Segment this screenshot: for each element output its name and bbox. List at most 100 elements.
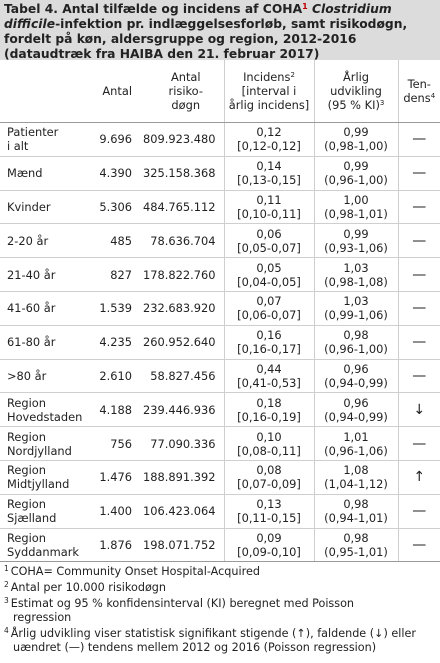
title-italic: Clostridium difficile <box>4 2 392 31</box>
trend-icon: — <box>412 198 427 215</box>
table-row: 41-60 år 1.539 232.683.920 0,07 [0,06-0,07] 1… <box>0 291 440 326</box>
footnote: 2 Antal per 10.000 risikodøgn <box>4 580 166 595</box>
trend-icon: — <box>412 334 427 351</box>
trend-icon: — <box>412 165 427 182</box>
cell-risikodogn: 484.765.112 <box>132 190 224 225</box>
cell-tendens: — <box>397 257 440 292</box>
table-row: Region Syddanmark 1.876 198.071.752 0,09 [0,0… <box>0 528 440 563</box>
footnote: 4 Årlig udvikling viser statistisk signif… <box>4 626 416 655</box>
cell-tendens: — <box>397 494 440 529</box>
table-row: >80 år 2.610 58.827.456 0,44 [0,41-0,53] 0,96… <box>0 359 440 394</box>
trend-icon: — <box>412 503 427 520</box>
cell-tendens: — <box>397 291 440 326</box>
cell-incidens: 0,09 [0,09-0,10] <box>223 528 314 563</box>
cell-antal: 5.306 <box>88 190 132 225</box>
cell-tendens: — <box>397 426 440 461</box>
cell-risikodogn: 106.423.064 <box>132 494 224 529</box>
header-tendens: Ten-dens4 <box>397 60 440 123</box>
row-label: Kvinder <box>0 190 88 225</box>
cell-tendens: — <box>397 528 440 563</box>
cell-udvikling: 0,99 (0,93-1,06) <box>313 223 398 259</box>
cell-antal: 756 <box>88 426 132 461</box>
footnote: 3 Estimat og 95 % konfidensinterval (KI) … <box>4 596 355 625</box>
trend-icon: — <box>412 131 427 148</box>
cell-udvikling: 0,96 (0,94-0,99) <box>313 359 398 394</box>
cell-incidens: 0,08 [0,07-0,09] <box>223 460 314 495</box>
cell-udvikling: 1,08 (1,04-1,12) <box>313 460 398 495</box>
row-label: 61-80 år <box>0 325 88 360</box>
trend-icon: ↑ <box>413 469 426 486</box>
row-label: >80 år <box>0 359 88 394</box>
title-footnote-ref: 1 <box>302 2 308 11</box>
cell-antal: 4.390 <box>88 156 132 191</box>
cell-risikodogn: 260.952.640 <box>132 325 224 360</box>
cell-incidens: 0,14 [0,13-0,15] <box>223 156 314 191</box>
trend-icon: — <box>412 435 427 452</box>
title-rest: -infektion pr. indlæggelsesforløb, samt … <box>4 17 408 61</box>
cell-incidens: 0,16 [0,16-0,17] <box>223 325 314 360</box>
cell-risikodogn: 325.158.368 <box>132 156 224 191</box>
trend-icon: — <box>412 232 427 249</box>
cell-tendens: — <box>397 156 440 191</box>
cell-antal: 4.188 <box>88 392 132 428</box>
cell-antal: 1.476 <box>88 460 132 495</box>
cell-udvikling: 0,98 (0,95-1,01) <box>313 528 398 563</box>
row-label: Region Hovedstaden <box>0 392 88 428</box>
table-row: Region Hovedstaden 4.188 239.446.936 0,18 [0,… <box>0 392 440 428</box>
row-label: 41-60 år <box>0 291 88 326</box>
footnote: 1 COHA= Community Onset Hospital-Acquired <box>4 564 260 579</box>
cell-udvikling: 1,03 (0,98-1,08) <box>313 257 398 292</box>
cell-tendens: — <box>397 223 440 259</box>
cell-tendens: — <box>397 325 440 360</box>
row-label: 2-20 år <box>0 223 88 259</box>
row-label: Region Nordjylland <box>0 426 88 461</box>
cell-tendens: — <box>397 190 440 225</box>
cell-risikodogn: 232.683.920 <box>132 291 224 326</box>
cell-risikodogn: 188.891.392 <box>132 460 224 495</box>
table-row: Region Sjælland 1.400 106.423.064 0,13 [0,11-… <box>0 494 440 529</box>
cell-tendens: — <box>397 359 440 394</box>
table-row: Patienter i alt 9.696 809.923.480 0,12 [0,12-… <box>0 122 440 157</box>
cell-antal: 4.235 <box>88 325 132 360</box>
trend-icon: ↓ <box>413 401 426 418</box>
cell-udvikling: 0,96 (0,94-0,99) <box>313 392 398 428</box>
cell-udvikling: 0,99 (0,98-1,00) <box>313 122 398 157</box>
table-row: Region Midtjylland 1.476 188.891.392 0,08 [0,… <box>0 460 440 495</box>
trend-icon: — <box>412 367 427 384</box>
cell-risikodogn: 198.071.752 <box>132 528 224 563</box>
row-label: Mænd <box>0 156 88 191</box>
title-prefix: Tabel 4. Antal tilfælde og incidens af C… <box>4 2 303 16</box>
cell-risikodogn: 178.822.760 <box>132 257 224 292</box>
cell-incidens: 0,12 [0,12-0,12] <box>223 122 314 157</box>
header-incidens: Incidens2 [interval i årlig incidens] <box>223 60 314 123</box>
row-label: Region Midtjylland <box>0 460 88 495</box>
header-antal: Antal <box>88 60 132 123</box>
header-label <box>0 60 88 123</box>
footnotes: 1 COHA= Community Onset Hospital-Acquired… <box>0 562 440 655</box>
table-row: Kvinder 5.306 484.765.112 0,11 [0,10-0,11] 1,… <box>0 190 440 225</box>
cell-tendens: ↓ <box>397 392 440 428</box>
cell-risikodogn: 77.090.336 <box>132 426 224 461</box>
cell-antal: 9.696 <box>88 122 132 157</box>
cell-incidens: 0,05 [0,04-0,05] <box>223 257 314 292</box>
table-row: Mænd 4.390 325.158.368 0,14 [0,13-0,15] 0,99(… <box>0 156 440 191</box>
data-table: Antal Antal risiko-døgn Incidens2 [interva… <box>0 60 440 563</box>
table-row: 2-20 år 485 78.636.704 0,06 [0,05-0,07] 0,99(… <box>0 223 440 259</box>
cell-incidens: 0,18 [0,16-0,19] <box>223 392 314 428</box>
cell-udvikling: 0,98 (0,94-1,01) <box>313 494 398 529</box>
table-row: 21-40 år 827 178.822.760 0,05 [0,04-0,05] 1,0… <box>0 257 440 292</box>
cell-antal: 1.539 <box>88 291 132 326</box>
cell-incidens: 0,11 [0,10-0,11] <box>223 190 314 225</box>
cell-antal: 485 <box>88 223 132 259</box>
cell-antal: 1.400 <box>88 494 132 529</box>
header-risikodogn: Antal risiko-døgn <box>132 60 224 123</box>
row-label: 21-40 år <box>0 257 88 292</box>
cell-incidens: 0,07 [0,06-0,07] <box>223 291 314 326</box>
header-udvikling: Årlig udvikling (95 % KI)3 <box>313 60 398 123</box>
cell-udvikling: 1,00 (0,98-1,01) <box>313 190 398 225</box>
cell-udvikling: 0,98 (0,96-1,00) <box>313 325 398 360</box>
cell-incidens: 0,13 [0,11-0,15] <box>223 494 314 529</box>
table-title: Tabel 4. Antal tilfælde og incidens af C… <box>0 0 440 61</box>
trend-icon: — <box>412 536 427 553</box>
header-row: Antal Antal risiko-døgn Incidens2 [interva… <box>0 60 440 123</box>
